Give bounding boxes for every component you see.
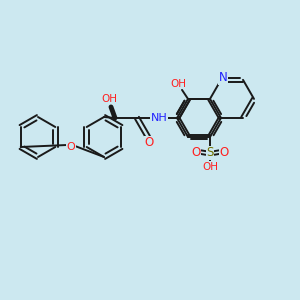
Text: N: N	[219, 71, 227, 84]
Text: O: O	[67, 142, 75, 152]
Text: O: O	[144, 136, 154, 149]
Text: NH: NH	[151, 113, 167, 123]
Text: O: O	[219, 146, 229, 158]
Text: OH: OH	[101, 94, 117, 104]
Text: OH: OH	[202, 162, 218, 172]
Text: O: O	[191, 146, 201, 158]
Text: S: S	[206, 146, 214, 160]
Text: OH: OH	[170, 79, 186, 89]
